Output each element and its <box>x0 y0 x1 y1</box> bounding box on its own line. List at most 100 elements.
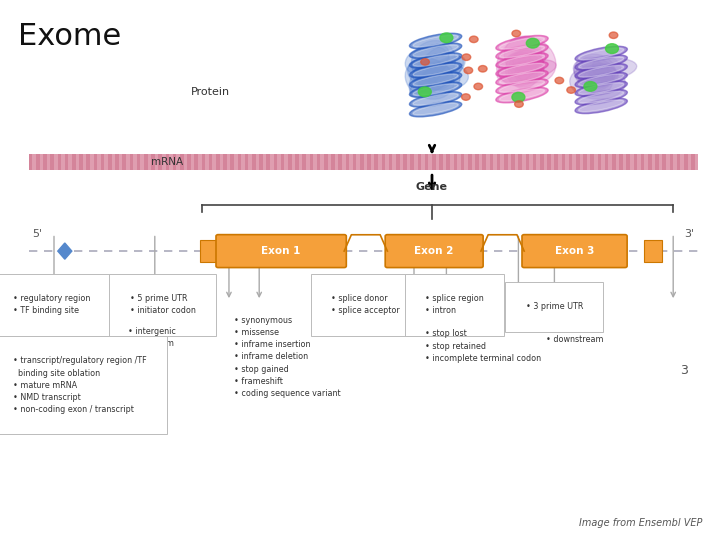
Text: Exon 3: Exon 3 <box>555 246 594 256</box>
Ellipse shape <box>579 91 624 103</box>
Ellipse shape <box>575 55 627 70</box>
Ellipse shape <box>579 65 624 77</box>
Ellipse shape <box>410 92 462 107</box>
Text: • splice region
• intron: • splice region • intron <box>425 294 484 315</box>
Bar <box>277 154 281 170</box>
Bar <box>40 154 43 170</box>
Ellipse shape <box>500 63 544 75</box>
Bar <box>414 154 418 170</box>
Bar <box>479 154 482 170</box>
Ellipse shape <box>578 59 636 81</box>
Bar <box>191 154 194 170</box>
Text: 3': 3' <box>685 229 695 239</box>
Text: Protein: Protein <box>192 87 230 97</box>
Bar <box>508 154 511 170</box>
Bar <box>112 154 115 170</box>
Bar <box>313 154 317 170</box>
Ellipse shape <box>413 74 458 86</box>
Ellipse shape <box>413 93 458 105</box>
Ellipse shape <box>411 40 456 82</box>
Ellipse shape <box>587 67 613 95</box>
Bar <box>644 154 648 170</box>
Ellipse shape <box>585 66 618 85</box>
Bar <box>666 154 670 170</box>
Ellipse shape <box>413 103 458 115</box>
Text: 5': 5' <box>32 229 42 239</box>
Bar <box>493 154 497 170</box>
Bar <box>529 154 533 170</box>
Text: • downstream: • downstream <box>546 335 603 344</box>
Ellipse shape <box>462 54 471 60</box>
Bar <box>551 154 554 170</box>
Bar <box>205 154 209 170</box>
Bar <box>616 154 619 170</box>
Bar <box>200 240 218 262</box>
Bar <box>97 154 101 170</box>
Ellipse shape <box>410 63 462 78</box>
Bar <box>594 154 598 170</box>
Bar <box>522 154 526 170</box>
Bar <box>673 154 677 170</box>
Bar <box>385 154 389 170</box>
Text: • 3 prime UTR: • 3 prime UTR <box>526 302 583 312</box>
FancyBboxPatch shape <box>216 234 346 267</box>
Ellipse shape <box>515 101 523 107</box>
Text: • intergenic
• upstream: • intergenic • upstream <box>128 327 176 348</box>
Ellipse shape <box>567 87 575 93</box>
Bar <box>126 154 130 170</box>
Ellipse shape <box>405 58 454 99</box>
Ellipse shape <box>413 64 458 76</box>
Bar <box>220 154 223 170</box>
Ellipse shape <box>410 56 465 97</box>
Ellipse shape <box>508 55 537 89</box>
Ellipse shape <box>575 64 627 79</box>
Bar <box>688 154 691 170</box>
Ellipse shape <box>496 70 548 85</box>
Bar <box>133 154 137 170</box>
Ellipse shape <box>582 57 618 82</box>
Bar <box>162 154 166 170</box>
Bar <box>623 154 626 170</box>
Ellipse shape <box>413 35 458 47</box>
Ellipse shape <box>496 44 548 59</box>
Ellipse shape <box>500 46 544 58</box>
Bar <box>169 154 173 170</box>
Ellipse shape <box>512 92 525 102</box>
Ellipse shape <box>410 72 462 87</box>
Ellipse shape <box>579 83 624 94</box>
Ellipse shape <box>410 102 462 117</box>
Bar <box>644 240 662 262</box>
Text: Exon 1: Exon 1 <box>261 246 301 256</box>
Text: • regulatory region
• TF binding site: • regulatory region • TF binding site <box>13 294 90 315</box>
Text: • splice donor
• splice acceptor: • splice donor • splice acceptor <box>331 294 400 315</box>
Text: • synonymous
• missense
• inframe insertion
• inframe deletion
• stop gained
• f: • synonymous • missense • inframe insert… <box>234 316 341 398</box>
Bar <box>256 154 259 170</box>
Bar <box>248 154 252 170</box>
Bar <box>378 154 382 170</box>
Ellipse shape <box>474 83 482 90</box>
Bar <box>320 154 324 170</box>
Bar <box>587 154 590 170</box>
Ellipse shape <box>408 58 453 90</box>
Bar <box>500 154 504 170</box>
Ellipse shape <box>575 81 627 96</box>
Ellipse shape <box>500 37 544 49</box>
Bar <box>536 154 540 170</box>
Text: 3: 3 <box>680 364 688 377</box>
Ellipse shape <box>496 62 548 77</box>
Bar <box>234 154 238 170</box>
Text: • transcript/regulatory region /TF
  binding site oblation
• mature mRNA
• NMD t: • transcript/regulatory region /TF bindi… <box>13 356 147 414</box>
Ellipse shape <box>504 36 556 83</box>
Bar <box>486 154 490 170</box>
Ellipse shape <box>418 87 431 97</box>
Bar <box>436 154 439 170</box>
Bar <box>241 154 245 170</box>
Ellipse shape <box>575 90 627 105</box>
Bar <box>572 154 576 170</box>
Bar <box>148 154 151 170</box>
Ellipse shape <box>500 72 544 84</box>
Ellipse shape <box>526 38 539 48</box>
Bar <box>580 154 583 170</box>
Ellipse shape <box>410 43 462 58</box>
Ellipse shape <box>579 57 624 69</box>
